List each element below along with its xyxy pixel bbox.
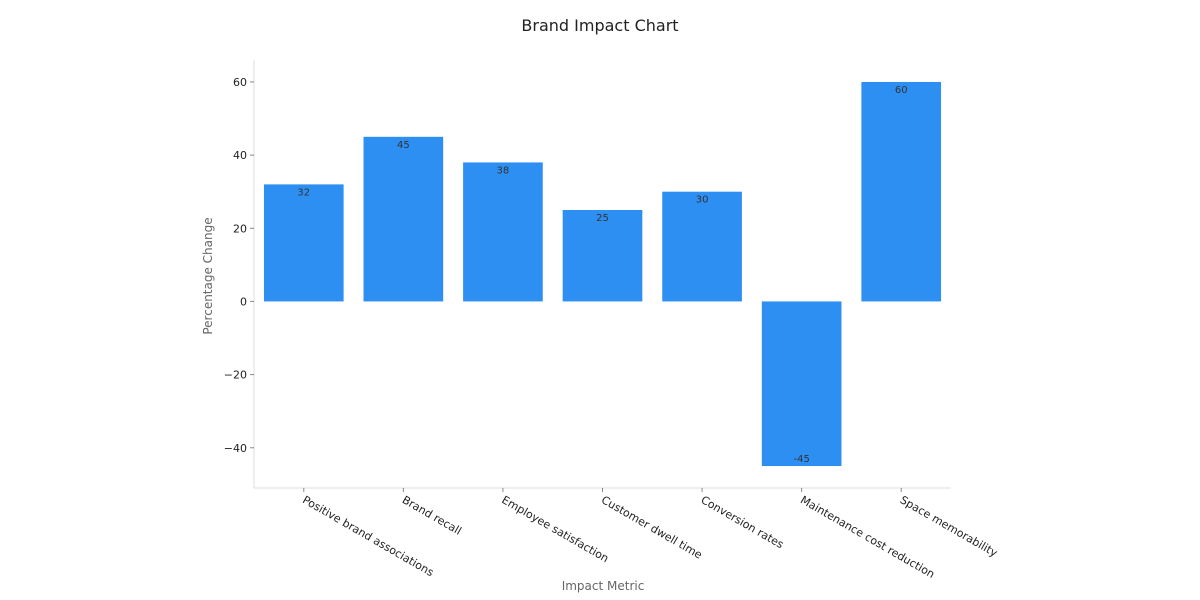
- bar: [263, 184, 344, 302]
- bar: [363, 136, 444, 302]
- bar-data-label: 38: [497, 165, 510, 176]
- bar: [562, 209, 643, 302]
- bar-data-label: 32: [297, 187, 310, 198]
- chart-title: Brand Impact Chart: [521, 16, 678, 35]
- y-tick-label: 60: [233, 76, 247, 89]
- y-tick-label: −20: [224, 369, 247, 382]
- x-tick-label: Brand recall: [400, 493, 464, 537]
- y-tick-label: 20: [233, 222, 247, 235]
- y-ticks-layer: −40 −20 0 20 40 60: [224, 76, 254, 455]
- x-tick-label: Customer dwell time: [599, 493, 705, 561]
- y-tick-label: −40: [224, 442, 247, 455]
- y-tick-label: 0: [240, 295, 247, 308]
- y-tick-label: 40: [233, 149, 247, 162]
- bar-data-label: 25: [596, 213, 609, 224]
- bar: [861, 81, 942, 302]
- data-labels-layer: 32 45 38 25 30 -45 60: [297, 85, 907, 465]
- bar-data-label: 60: [895, 85, 908, 96]
- x-axis-label: Impact Metric: [562, 579, 645, 593]
- x-tick-label: Space memorability: [898, 493, 1000, 560]
- x-tick-label: Employee satisfaction: [499, 493, 611, 565]
- bar-data-label: 45: [397, 140, 410, 151]
- x-tick-label: Conversion rates: [699, 493, 786, 551]
- bar-data-label: 30: [696, 195, 709, 206]
- bar-data-label: -45: [793, 454, 809, 465]
- bar: [463, 162, 543, 302]
- bars-layer: [263, 81, 942, 467]
- y-axis-label: Percentage Change: [201, 217, 215, 334]
- bar: [662, 191, 742, 302]
- bar: [761, 301, 842, 467]
